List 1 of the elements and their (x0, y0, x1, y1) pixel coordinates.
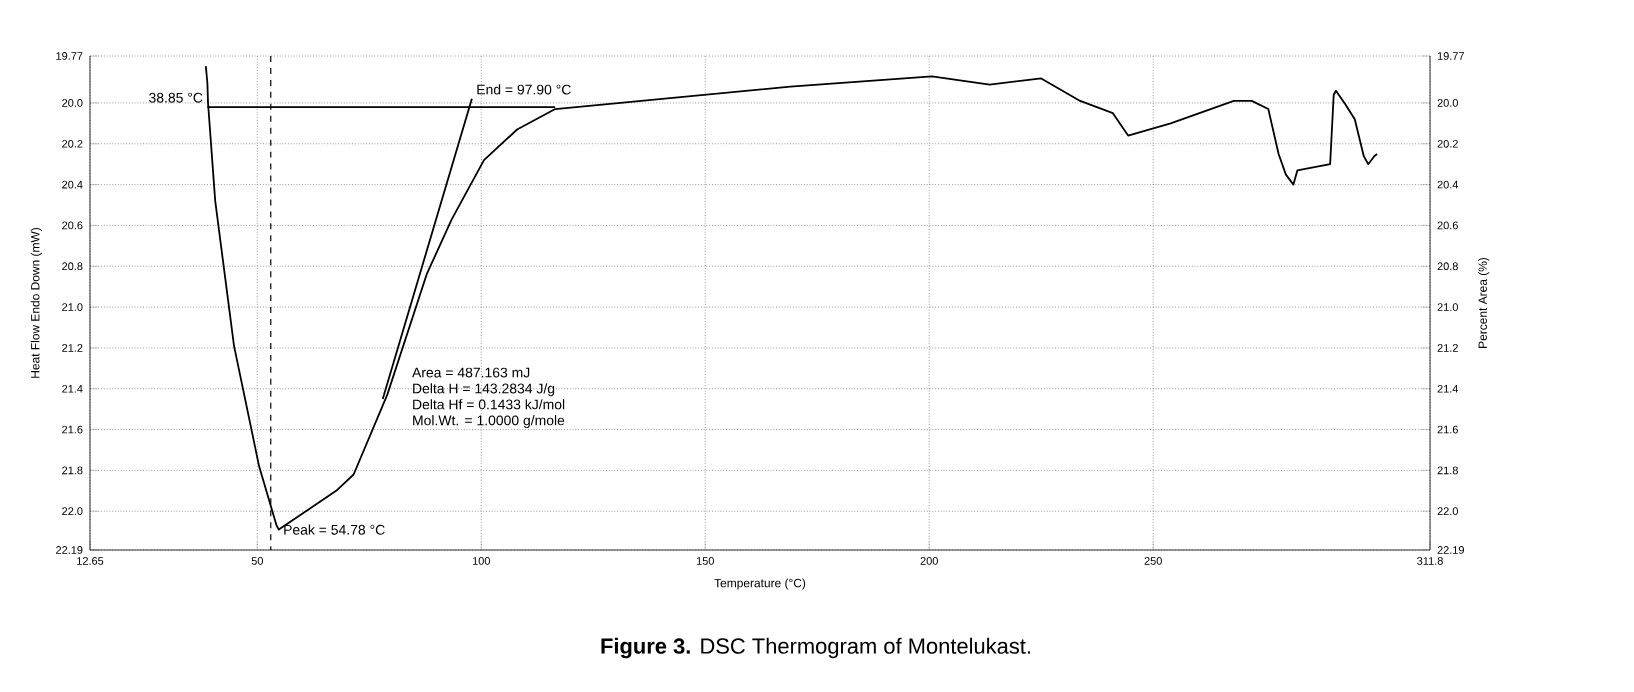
text: Figure 3. DSC Thermogram of Montelukast. (601, 637, 1030, 659)
